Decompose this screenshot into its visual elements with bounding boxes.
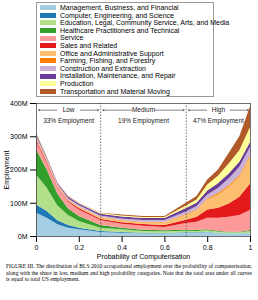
svg-text:0.2: 0.2 (74, 245, 84, 252)
svg-text:1: 1 (249, 245, 253, 252)
html-text:Construction and Extraction: Construction and Extraction (60, 64, 146, 72)
html-text:Education, Legal, Community Se: Education, Legal, Community Service, Art… (60, 19, 230, 27)
html-text:Farming, Fishing, and Forestry: Farming, Fishing, and Forestry (60, 57, 156, 65)
svg-text:200M: 200M (10, 166, 28, 173)
svg-text:100M: 100M (10, 200, 28, 207)
html-text:Office and Administrative Supp: Office and Administrative Support (60, 49, 164, 57)
svg-text:Probability of Computerisation: Probability of Computerisation (97, 253, 190, 261)
svg-text:0.6: 0.6 (160, 245, 170, 252)
svg-text:0M: 0M (18, 233, 28, 240)
svg-text:33% Employment: 33% Employment (43, 117, 94, 125)
html-text:Sales and Related: Sales and Related (60, 42, 118, 49)
svg-text:19% Employment: 19% Employment (118, 117, 169, 125)
html-text:FIGURE III. The distribution o: FIGURE III. The distribution of BLS 2010… (6, 263, 252, 283)
html-text:Computer, Engineering, and Sci: Computer, Engineering, and Science (60, 11, 174, 19)
svg-text:High: High (212, 106, 226, 114)
svg-text:47% Employment: 47% Employment (193, 117, 244, 125)
svg-text:400M: 400M (10, 100, 28, 107)
html-text:Installation, Maintenance, and: Installation, Maintenance, and Repair (60, 72, 176, 80)
html-text:Service: Service (60, 34, 84, 42)
svg-text:300M: 300M (10, 133, 28, 140)
svg-text:Employment: Employment (3, 151, 11, 190)
html-text:Management, Business, and Fina: Management, Business, and Financial (60, 4, 179, 11)
html-text:Transportation and Material Mo: Transportation and Material Moving (60, 87, 170, 95)
html-text:Production: Production (60, 79, 94, 87)
svg-text:0.4: 0.4 (117, 245, 127, 252)
svg-text:Medium: Medium (132, 106, 155, 113)
svg-text:0.8: 0.8 (203, 245, 213, 252)
svg-text:0: 0 (35, 245, 39, 252)
html-text:Healthcare Practitioners and T: Healthcare Practitioners and Technical (60, 26, 180, 34)
svg-text:Low: Low (63, 106, 75, 113)
